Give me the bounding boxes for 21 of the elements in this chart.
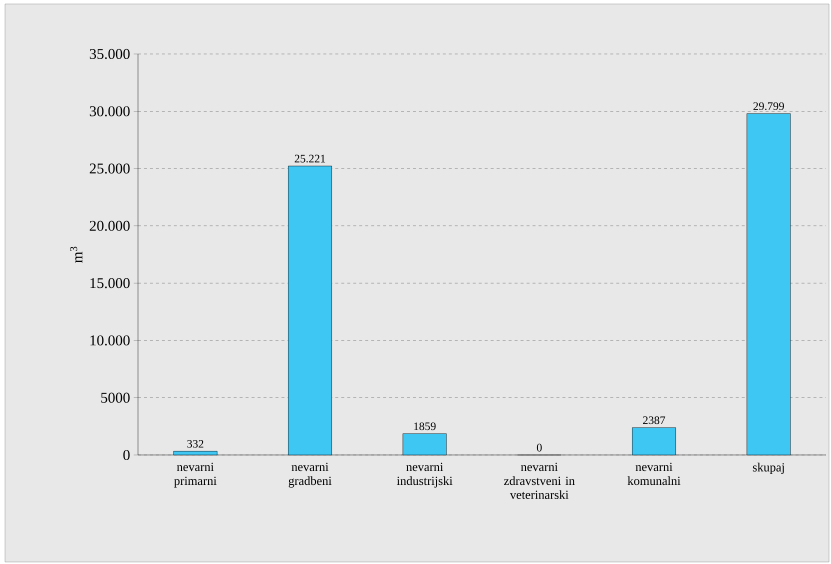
y-axis-title: m$^{3}$ bbox=[70, 246, 82, 263]
data-label: 25.221 bbox=[294, 154, 326, 162]
data-label: 1859 bbox=[414, 422, 436, 430]
y-tick-label: 10.000 bbox=[90, 335, 130, 346]
x-tick-label: nevarni komunalni bbox=[628, 462, 680, 486]
x-tick-label: nevarni industrijski bbox=[396, 462, 452, 488]
y-tick-label: 0 bbox=[123, 450, 130, 460]
y-tick-label: 30.000 bbox=[90, 106, 130, 116]
x-tick-label: nevarni gradbeni bbox=[288, 462, 332, 488]
data-label: 2387 bbox=[643, 416, 666, 424]
x-tick-label: nevarni primarni bbox=[174, 462, 217, 488]
y-tick-label: 35.000 bbox=[90, 48, 130, 60]
x-tick-label: skupaj bbox=[752, 462, 784, 474]
y-tick-label: 25.000 bbox=[90, 163, 130, 174]
y-tick-label: 15.000 bbox=[90, 278, 130, 288]
data-label: 29.799 bbox=[753, 102, 784, 110]
x-tick-label: nevarni zdravstveni in veterinarski bbox=[504, 462, 575, 500]
y-tick-label: 20.000 bbox=[90, 220, 130, 231]
y-tick-label: 5000 bbox=[101, 392, 130, 403]
data-label: 332 bbox=[187, 440, 204, 448]
data-label: 0 bbox=[536, 444, 542, 452]
